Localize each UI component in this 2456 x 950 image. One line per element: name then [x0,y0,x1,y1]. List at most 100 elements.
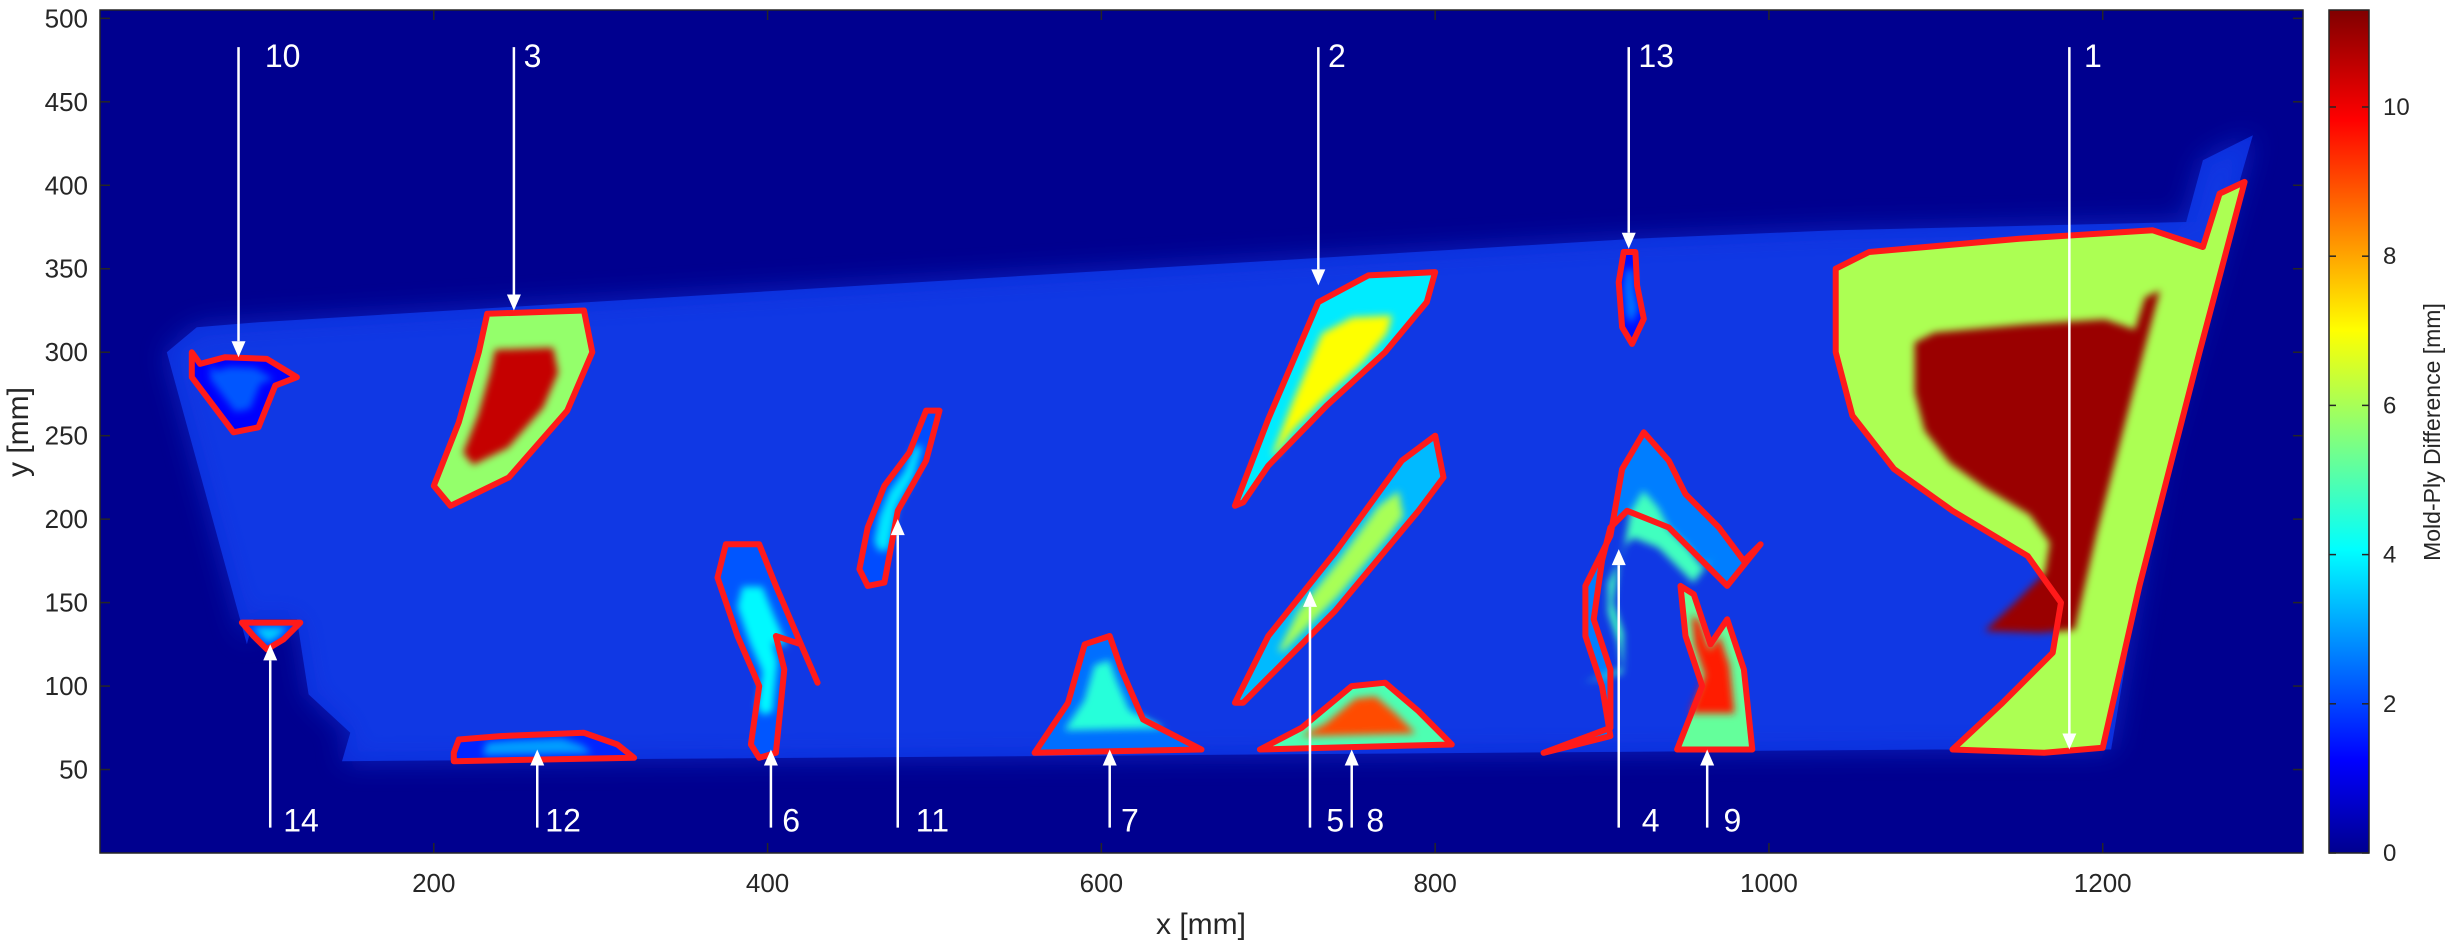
region-outline [714,541,821,761]
colorbar-tick-label: 8 [2383,243,2396,270]
x-tick-label: 800 [1413,868,1456,898]
region-outline [1540,429,1764,756]
region-outline [1231,432,1447,706]
defect-region-9 [1674,582,1756,753]
region-outline [1031,633,1205,756]
x-axis-label: x [mm] [1156,908,1246,941]
region-outline [430,307,596,509]
region-peak [1623,269,1639,325]
defect-region-8 [1256,679,1455,753]
annotation-label: 9 [1724,803,1742,839]
annotation-8: 8 [1344,749,1384,839]
region-outline [1674,582,1756,753]
region-outline [1832,178,2248,756]
y-axis-label: y [mm] [2,387,35,477]
defect-region-14 [238,619,304,653]
colorbar-tick-label: 0 [2383,840,2396,867]
annotation-label: 4 [1642,803,1660,839]
annotation-label: 7 [1121,803,1139,839]
annotation-5: 5 [1302,590,1344,839]
defect-region-13 [1615,249,1647,347]
annotation-12: 12 [530,749,581,839]
annotation-arrowhead [1344,749,1359,766]
annotation-14: 14 [263,644,319,839]
plot-frame [99,9,2304,854]
annotation-arrowhead [231,341,246,358]
annotation-6: 6 [763,749,800,839]
annotation-label: 13 [1638,38,1674,74]
annotation-arrowhead [763,749,778,766]
annotation-arrowhead [506,294,521,311]
colorbar-tick-label: 10 [2383,94,2410,121]
annotation-2: 2 [1311,38,1346,286]
x-tick-label: 600 [1080,868,1123,898]
region-peak [737,586,798,715]
annotation-9: 9 [1700,749,1742,839]
region-peak [1064,660,1165,731]
y-tick-label: 250 [45,421,88,451]
y-tick-label: 350 [45,254,88,284]
colorbar-tick-label: 2 [2383,691,2396,718]
y-tick-label: 150 [45,588,88,618]
colorbar-tick-label: 6 [2383,392,2396,419]
annotation-arrowhead [1302,590,1317,607]
annotation-label: 2 [1328,38,1346,74]
annotation-label: 3 [524,38,542,74]
part-surface-shading [166,135,2253,762]
annotation-label: 14 [283,803,319,839]
annotation-label: 8 [1366,803,1384,839]
x-tick-label: 400 [746,868,789,898]
colorbar [2328,9,2370,854]
annotation-arrowhead [1621,232,1636,249]
region-peak [483,738,593,756]
annotation-arrowhead [1102,749,1117,766]
region-outline [1615,249,1647,347]
defect-region-10 [188,349,300,436]
defect-region-3 [430,307,596,509]
region-peak [1914,290,2160,633]
region-peak [874,446,923,552]
defect-region-1 [1832,178,2248,756]
defect-region-12 [450,729,638,765]
y-tick-label: 500 [45,3,88,33]
annotation-3: 3 [506,38,542,311]
y-tick-label: 450 [45,87,88,117]
y-tick-label: 100 [45,671,88,701]
annotation-arrowhead [1611,549,1626,566]
annotation-arrowhead [890,519,905,536]
y-tick-label: 50 [59,755,88,785]
annotation-label: 5 [1326,803,1344,839]
annotation-arrowhead [2062,733,2077,750]
annotation-arrowhead [530,749,545,766]
region-outline [1256,679,1455,753]
defect-region-2 [1231,269,1439,509]
annotation-arrowhead [263,644,278,661]
region-peak [1271,315,1393,456]
defect-region-6 [714,541,821,761]
y-tick-label: 400 [45,170,88,200]
colorbar-ticks: 0 2 4 6 8 10 [2329,94,2410,867]
annotation-11: 11 [890,519,949,839]
region-peak [210,363,274,412]
annotation-10: 10 [231,38,301,358]
annotation-arrowhead [1311,269,1326,286]
region-peak [1583,490,1714,683]
annotation-arrowhead [1700,749,1715,766]
region-peak [252,627,288,644]
annotation-label: 12 [545,803,581,839]
annotation-label: 6 [782,803,800,839]
annotation-label: 11 [916,803,949,839]
plot-layer: 10 3 2 13 1 14 12 6 11 7 5 8 4 9 [166,38,2253,839]
annotation-1: 1 [2062,38,2102,750]
colorbar-label: Mold-Ply Difference [mm] [2419,303,2445,561]
annotation-13: 13 [1621,38,1674,249]
region-peak [1300,696,1416,737]
x-tick-label: 1200 [2074,868,2132,898]
y-tick-label: 200 [45,504,88,534]
x-tick-label: 200 [412,868,455,898]
defect-region-4 [1540,429,1764,756]
annotation-label: 10 [265,38,301,74]
colorbar-tick-label: 4 [2383,542,2396,569]
